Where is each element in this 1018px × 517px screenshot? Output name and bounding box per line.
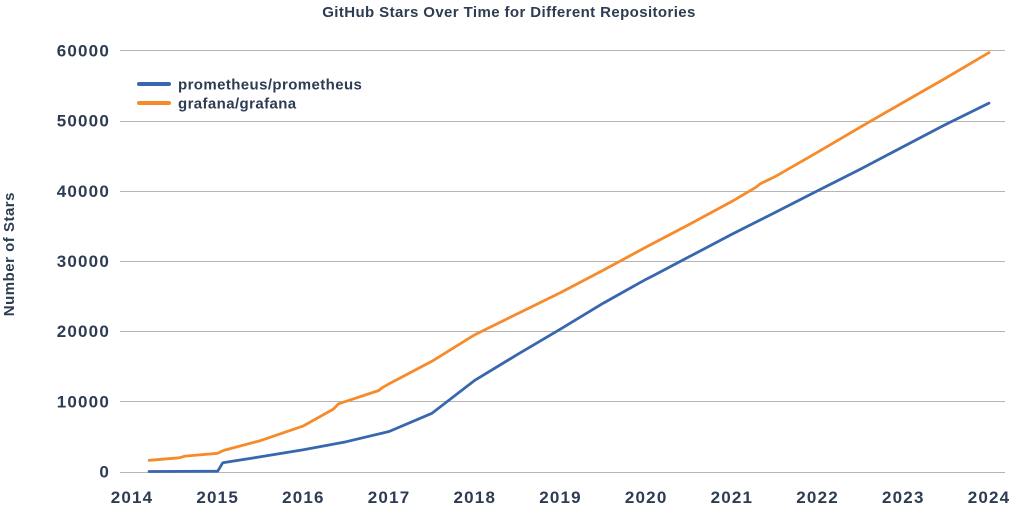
y-axis-label: Number of Stars <box>1 192 18 317</box>
x-tick-label: 2014 <box>111 488 154 507</box>
series-line-grafana <box>147 51 991 462</box>
y-tick-label: 60000 <box>57 41 110 60</box>
y-tick-label: 10000 <box>57 392 110 411</box>
series-line-prometheus <box>147 101 991 473</box>
legend-label-grafana: grafana/grafana <box>178 96 297 113</box>
legend-label-prometheus: prometheus/prometheus <box>178 77 362 94</box>
x-tick-label: 2020 <box>625 488 668 507</box>
y-tick-label: 40000 <box>57 182 110 201</box>
chart-title: GitHub Stars Over Time for Different Rep… <box>322 4 696 21</box>
x-tick-label: 2018 <box>453 488 496 507</box>
y-tick-label: 20000 <box>57 322 110 341</box>
y-tick-label: 0 <box>99 463 110 482</box>
x-tick-label: 2019 <box>539 488 582 507</box>
x-tick-label: 2024 <box>968 488 1011 507</box>
x-tick-label: 2016 <box>282 488 325 507</box>
x-tick-label: 2017 <box>368 488 411 507</box>
x-tick-label: 2022 <box>796 488 839 507</box>
x-tick-label: 2015 <box>196 488 239 507</box>
x-tick-label: 2023 <box>882 488 925 507</box>
y-tick-label: 30000 <box>57 252 110 271</box>
y-tick-label: 50000 <box>57 112 110 131</box>
x-tick-label: 2021 <box>711 488 754 507</box>
